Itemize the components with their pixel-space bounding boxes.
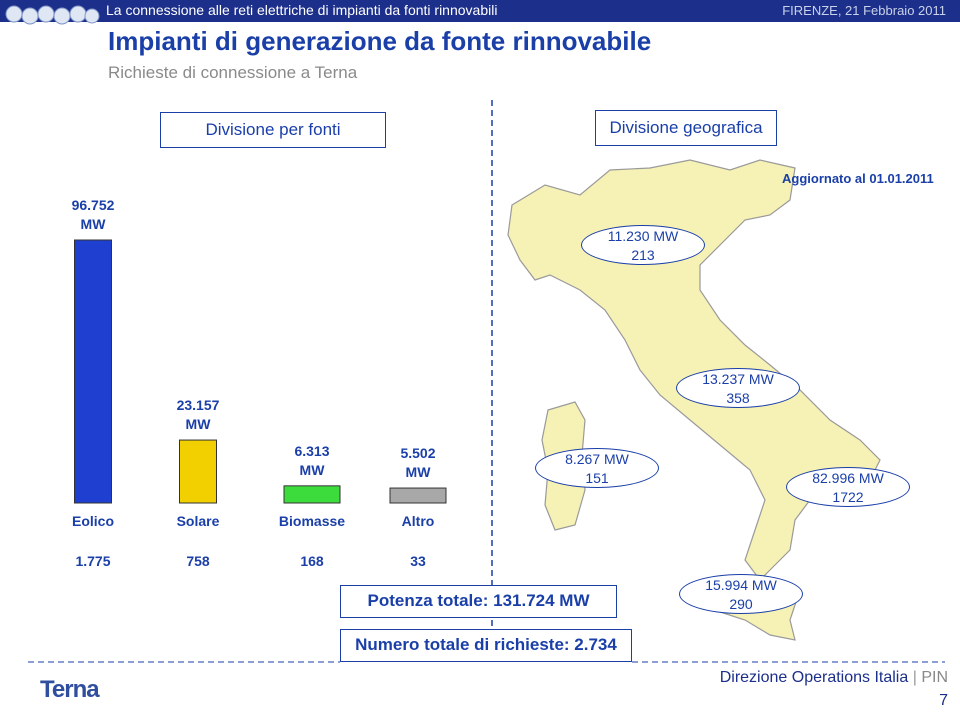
region-label: 11.230 MW 213 (581, 225, 705, 265)
region-power: 11.230 MW (607, 228, 679, 244)
bar (74, 239, 112, 504)
footer-dept: Direzione Operations Italia | PIN (719, 669, 948, 686)
department: Direzione Operations Italia (719, 669, 909, 686)
bar (283, 485, 341, 504)
region-requests: 1722 (832, 489, 864, 505)
page-number: 7 (939, 692, 948, 709)
footer-logo: Terna (40, 676, 100, 703)
category-label: Altro (401, 513, 435, 529)
request-count: 1.775 (75, 553, 111, 569)
title: Impianti di generazione da fonte rinnova… (108, 26, 652, 56)
request-count: 168 (300, 553, 324, 569)
banner-bar (0, 0, 960, 22)
region-label: 13.237 MW 358 (676, 368, 800, 408)
value-label: 6.313 MW (294, 442, 330, 478)
region-requests: 151 (585, 470, 609, 486)
request-count: 33 (410, 553, 426, 569)
banner-logo (5, 5, 100, 25)
request-count: 758 (186, 553, 210, 569)
tab[interactable]: Divisione per fonti (160, 112, 386, 148)
region-power: 15.994 MW (705, 577, 777, 593)
value-label: 23.157 MW (176, 397, 220, 433)
category-label: Solare (176, 513, 220, 529)
value-label: 96.752 MW (71, 197, 115, 232)
region-power: 13.237 MW (702, 371, 774, 387)
region-requests: 213 (631, 247, 655, 263)
tab[interactable]: Divisione geografica (595, 110, 777, 146)
total-power: Potenza totale: 131.724 MW (340, 585, 617, 618)
category-label: Biomasse (278, 513, 346, 529)
bar (179, 439, 217, 504)
region-power: 82.996 MW (812, 470, 884, 486)
updated-note: Aggiornato al 01.01.2011 (782, 171, 934, 186)
bar-chart (74, 239, 447, 504)
region-requests: 290 (729, 596, 753, 612)
region-label: 82.996 MW 1722 (786, 467, 910, 507)
value-label: 5.502 MW (400, 445, 436, 481)
banner-text: La connessione alle reti elettriche di i… (106, 2, 498, 18)
region-requests: 358 (726, 390, 750, 406)
place-date: FIRENZE, 21 Febbraio 2011 (782, 3, 946, 18)
region-label: 8.267 MW 151 (535, 448, 659, 488)
category-label: Eolico (71, 513, 114, 529)
unit: PIN (921, 669, 948, 686)
subtitle: Richieste di connessione a Terna (108, 63, 358, 82)
region-label: 15.994 MW 290 (679, 574, 803, 614)
region-power: 8.267 MW (565, 451, 629, 467)
total-requests: Numero totale di richieste: 2.734 (340, 629, 632, 662)
bar (389, 487, 447, 504)
